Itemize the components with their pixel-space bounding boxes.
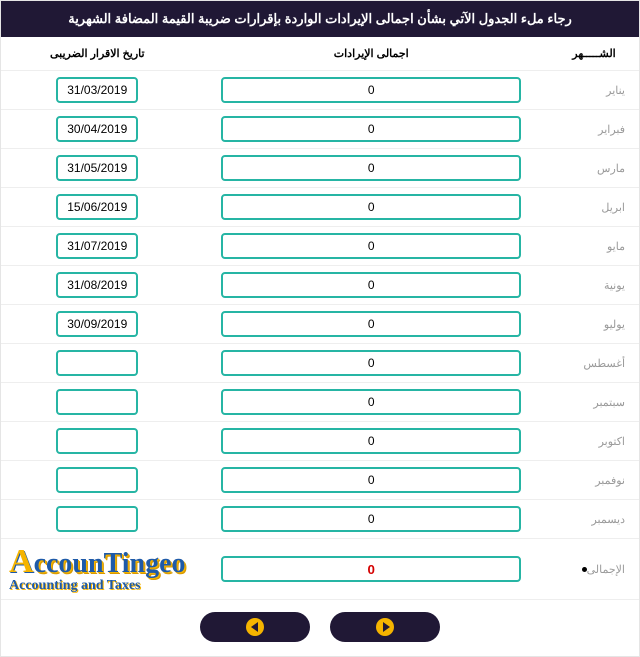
total-label: الإجمالى bbox=[587, 564, 625, 576]
revenue-cell bbox=[194, 110, 549, 149]
month-label: ديسمبر bbox=[549, 500, 639, 539]
month-label: يوليو bbox=[549, 305, 639, 344]
revenue-input[interactable] bbox=[221, 467, 521, 493]
date-input[interactable] bbox=[56, 194, 138, 220]
header-revenue: اجمالى الإيرادات bbox=[194, 37, 549, 71]
form-panel: رجاء ملء الجدول الآتي بشأن اجمالى الإيرا… bbox=[0, 0, 640, 657]
date-input[interactable] bbox=[56, 116, 138, 142]
date-cell bbox=[1, 110, 194, 149]
revenue-input[interactable] bbox=[221, 389, 521, 415]
revenue-input[interactable] bbox=[221, 116, 521, 142]
prev-button[interactable] bbox=[200, 612, 310, 642]
revenue-input[interactable] bbox=[221, 155, 521, 181]
revenue-table: الشـــــهر اجمالى الإيرادات تاريخ الاقرا… bbox=[1, 37, 639, 656]
revenue-input[interactable] bbox=[221, 350, 521, 376]
revenue-cell bbox=[194, 71, 549, 110]
revenue-cell bbox=[194, 266, 549, 305]
panel-title: رجاء ملء الجدول الآتي بشأن اجمالى الإيرا… bbox=[1, 1, 639, 37]
revenue-input[interactable] bbox=[221, 506, 521, 532]
month-label: فبراير bbox=[549, 110, 639, 149]
table-row: نوفمبر bbox=[1, 461, 639, 500]
revenue-cell bbox=[194, 188, 549, 227]
table-row: أغسطس bbox=[1, 344, 639, 383]
date-input[interactable] bbox=[56, 272, 138, 298]
revenue-cell bbox=[194, 305, 549, 344]
total-row: الإجمالى AccounTingeo Accounting and Tax… bbox=[1, 539, 639, 600]
brand-logo: AccounTingeo Accounting and Taxes bbox=[9, 545, 186, 593]
month-label: يونية bbox=[549, 266, 639, 305]
arrow-left-icon bbox=[246, 618, 264, 636]
arrow-right-icon bbox=[376, 618, 394, 636]
month-label: مايو bbox=[549, 227, 639, 266]
revenue-cell bbox=[194, 383, 549, 422]
revenue-input[interactable] bbox=[221, 272, 521, 298]
month-label: اكتوبر bbox=[549, 422, 639, 461]
table-row: ديسمبر bbox=[1, 500, 639, 539]
date-cell bbox=[1, 422, 194, 461]
revenue-input[interactable] bbox=[221, 311, 521, 337]
table-row: اكتوبر bbox=[1, 422, 639, 461]
header-date: تاريخ الاقرار الضريبى bbox=[1, 37, 194, 71]
table-row: يناير bbox=[1, 71, 639, 110]
table-row: سبتمبر bbox=[1, 383, 639, 422]
revenue-input[interactable] bbox=[221, 428, 521, 454]
table-row: مايو bbox=[1, 227, 639, 266]
date-input[interactable] bbox=[56, 389, 138, 415]
revenue-cell bbox=[194, 149, 549, 188]
total-value-cell bbox=[194, 539, 549, 600]
revenue-input[interactable] bbox=[221, 233, 521, 259]
nav-row bbox=[1, 600, 639, 657]
table-row: مارس bbox=[1, 149, 639, 188]
revenue-cell bbox=[194, 227, 549, 266]
nav-buttons bbox=[9, 612, 631, 642]
date-input[interactable] bbox=[56, 155, 138, 181]
revenue-input[interactable] bbox=[221, 194, 521, 220]
date-cell bbox=[1, 461, 194, 500]
date-input[interactable] bbox=[56, 311, 138, 337]
date-cell bbox=[1, 383, 194, 422]
month-label: أغسطس bbox=[549, 344, 639, 383]
table-row: يونية bbox=[1, 266, 639, 305]
date-cell bbox=[1, 344, 194, 383]
date-cell bbox=[1, 71, 194, 110]
date-cell bbox=[1, 500, 194, 539]
date-cell bbox=[1, 188, 194, 227]
date-input[interactable] bbox=[56, 428, 138, 454]
table-row: يوليو bbox=[1, 305, 639, 344]
date-input[interactable] bbox=[56, 350, 138, 376]
date-input[interactable] bbox=[56, 467, 138, 493]
logo-cell: AccounTingeo Accounting and Taxes bbox=[1, 539, 194, 600]
table-row: فبراير bbox=[1, 110, 639, 149]
table-row: ابريل bbox=[1, 188, 639, 227]
total-label-cell: الإجمالى bbox=[549, 539, 639, 600]
revenue-cell bbox=[194, 461, 549, 500]
date-cell bbox=[1, 266, 194, 305]
date-input[interactable] bbox=[56, 506, 138, 532]
revenue-cell bbox=[194, 344, 549, 383]
date-cell bbox=[1, 149, 194, 188]
date-input[interactable] bbox=[56, 233, 138, 259]
date-input[interactable] bbox=[56, 77, 138, 103]
revenue-cell bbox=[194, 500, 549, 539]
month-label: مارس bbox=[549, 149, 639, 188]
total-value bbox=[221, 556, 521, 582]
month-label: سبتمبر bbox=[549, 383, 639, 422]
month-label: يناير bbox=[549, 71, 639, 110]
month-label: نوفمبر bbox=[549, 461, 639, 500]
revenue-input[interactable] bbox=[221, 77, 521, 103]
date-cell bbox=[1, 227, 194, 266]
revenue-cell bbox=[194, 422, 549, 461]
next-button[interactable] bbox=[330, 612, 440, 642]
month-label: ابريل bbox=[549, 188, 639, 227]
header-month: الشـــــهر bbox=[549, 37, 639, 71]
date-cell bbox=[1, 305, 194, 344]
